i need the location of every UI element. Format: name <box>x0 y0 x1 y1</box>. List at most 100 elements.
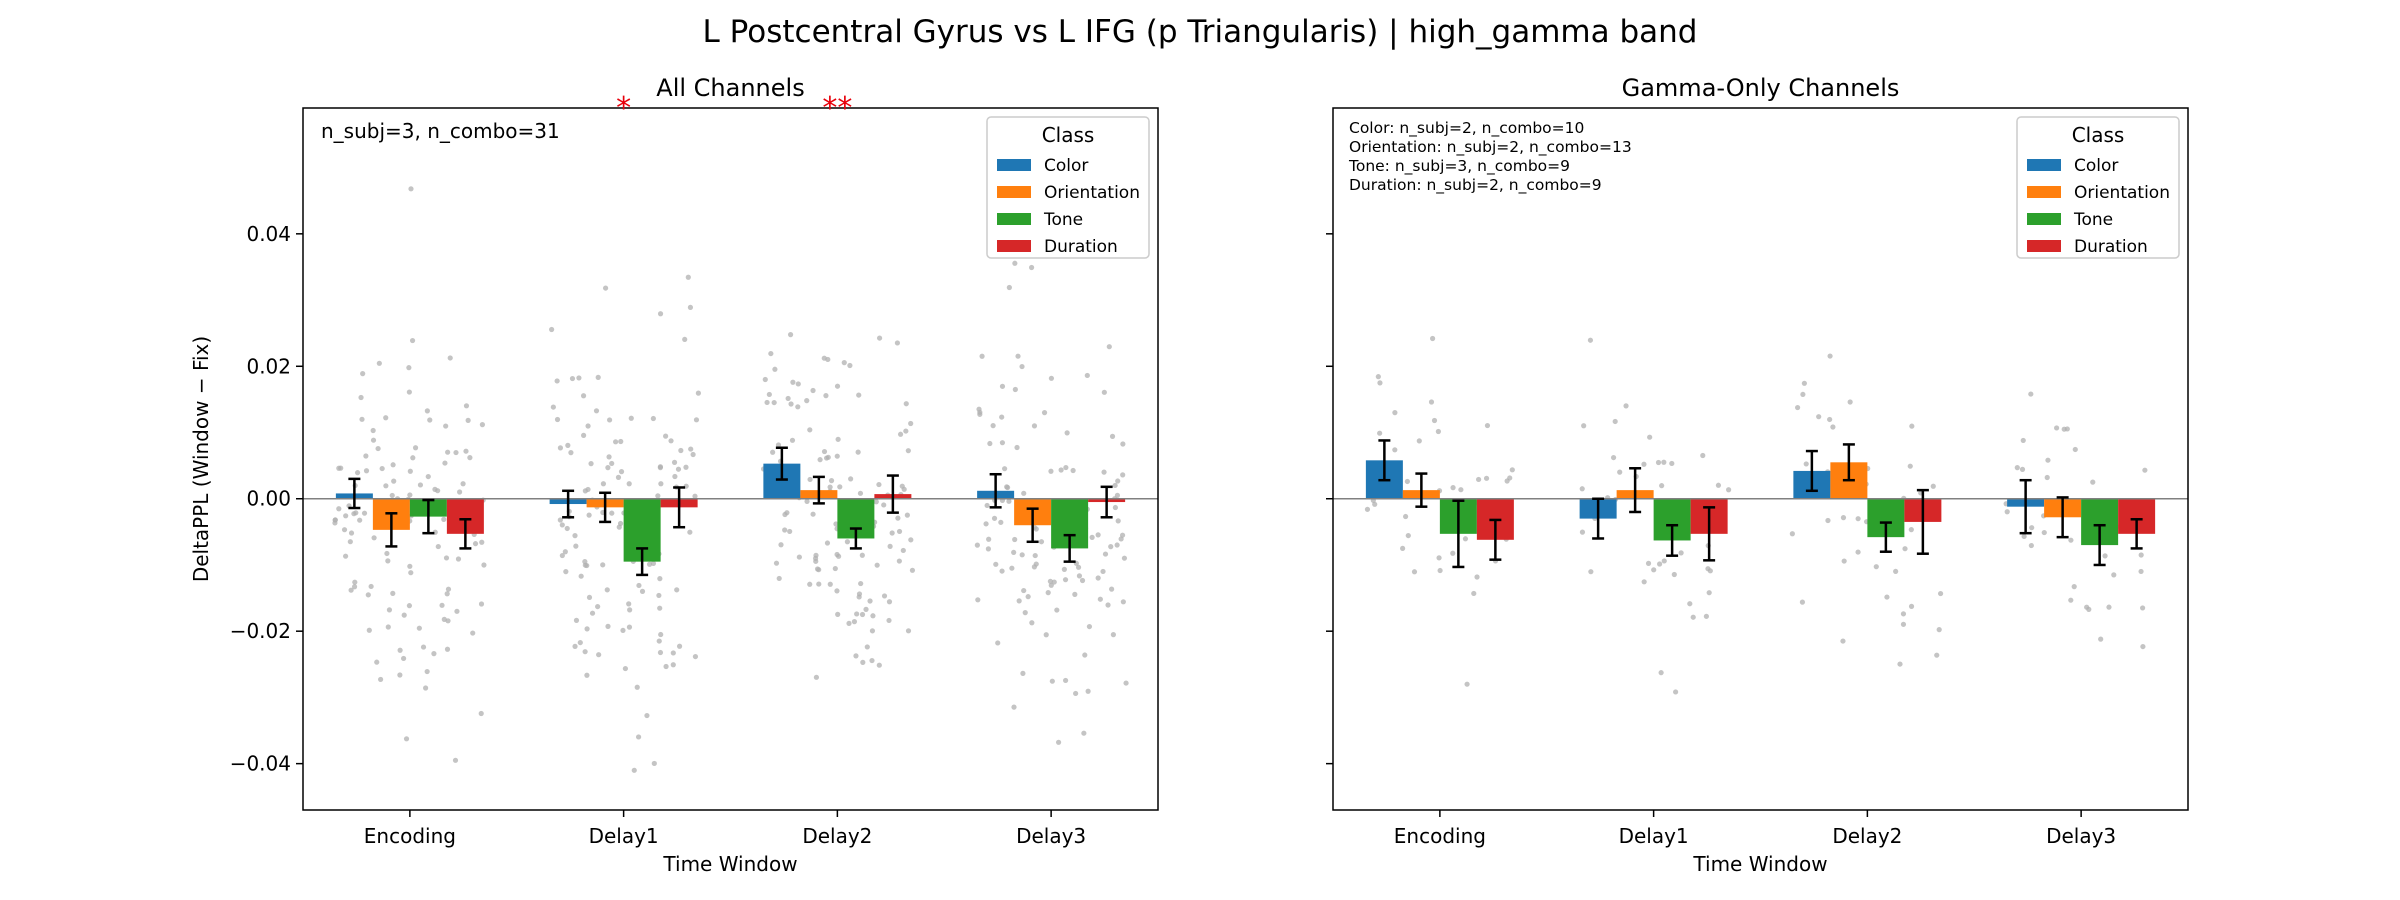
data-point <box>357 517 363 523</box>
data-point <box>602 285 609 291</box>
data-point <box>804 498 810 505</box>
data-point <box>687 529 693 535</box>
data-point <box>1089 534 1095 540</box>
data-point <box>445 586 452 592</box>
data-point <box>361 510 368 516</box>
data-point <box>869 628 876 634</box>
data-point <box>582 649 588 655</box>
data-point <box>837 484 843 490</box>
data-point <box>2020 437 2026 444</box>
data-point <box>563 569 569 575</box>
data-point <box>762 376 768 383</box>
data-point <box>616 524 622 530</box>
data-point <box>827 581 833 587</box>
legend-swatch-orientation <box>997 186 1031 198</box>
data-point <box>846 620 852 626</box>
data-point <box>407 468 413 474</box>
data-point <box>657 465 663 471</box>
data-point <box>1715 482 1722 488</box>
data-point <box>873 499 879 505</box>
data-point <box>604 587 610 593</box>
data-point <box>455 556 462 562</box>
data-point <box>467 455 473 461</box>
data-point <box>1902 546 1908 552</box>
data-point <box>425 473 431 480</box>
data-point <box>442 460 448 466</box>
data-point <box>1799 599 1806 605</box>
data-point <box>1064 430 1070 436</box>
data-point <box>804 398 810 404</box>
data-point <box>1121 555 1128 561</box>
data-point <box>2111 572 2117 578</box>
data-point <box>1588 569 1594 575</box>
data-point <box>385 558 391 564</box>
data-point <box>383 483 389 489</box>
data-point <box>1430 335 1436 342</box>
data-point <box>1100 568 1106 575</box>
data-point <box>1011 549 1017 556</box>
data-point <box>1105 602 1111 608</box>
data-point <box>876 481 882 488</box>
data-point <box>813 552 819 558</box>
data-point <box>374 659 380 665</box>
data-point <box>1484 422 1491 429</box>
data-point <box>2019 466 2026 472</box>
data-point <box>977 411 983 417</box>
data-point <box>1661 558 1667 564</box>
data-point <box>675 466 682 472</box>
data-point <box>692 493 698 499</box>
data-point <box>577 639 583 646</box>
jitter-points <box>332 186 1129 773</box>
data-point <box>1049 678 1055 684</box>
legend-swatch-color <box>997 159 1031 171</box>
error-bar <box>1100 485 1113 519</box>
data-point <box>795 381 801 387</box>
error-bar <box>1629 467 1642 514</box>
data-point <box>554 416 561 423</box>
data-point <box>605 623 611 629</box>
data-point <box>859 552 865 558</box>
data-point <box>390 590 396 596</box>
data-point <box>400 655 407 662</box>
data-point <box>406 365 412 371</box>
data-point <box>416 625 422 631</box>
data-point <box>582 562 588 568</box>
chart-panel-all-channels: All Channels −0.04 −0.02 0.00 0.02 0.04 Encodi… <box>189 74 1159 876</box>
data-point <box>796 554 802 560</box>
data-point <box>1101 469 1107 475</box>
data-point <box>835 611 841 617</box>
data-point <box>582 488 588 494</box>
data-point <box>359 416 365 422</box>
data-point <box>463 448 469 454</box>
data-point <box>401 612 407 618</box>
data-point <box>1061 566 1067 572</box>
data-point <box>432 486 438 492</box>
data-point <box>1855 549 1861 555</box>
data-point <box>903 428 909 434</box>
data-point <box>1703 613 1709 619</box>
data-point <box>384 550 390 557</box>
data-point <box>2028 391 2034 397</box>
data-point <box>1803 461 1809 467</box>
x-tick-label: Delay3 <box>1016 824 1086 848</box>
data-point <box>1081 730 1087 736</box>
data-point <box>766 391 772 398</box>
data-point <box>1897 661 1903 667</box>
data-point <box>1112 482 1118 489</box>
data-point <box>1012 260 1018 266</box>
data-point <box>860 659 866 665</box>
data-point <box>772 366 778 372</box>
data-point <box>1110 632 1116 638</box>
data-point <box>876 335 883 341</box>
data-point <box>1101 389 1107 395</box>
data-point <box>1405 532 1411 539</box>
data-point <box>631 767 637 773</box>
data-point <box>1789 531 1795 537</box>
error-bar <box>812 475 825 505</box>
data-point <box>1907 463 1913 469</box>
data-point <box>816 581 822 587</box>
x-tick-label: Delay2 <box>1832 824 1902 848</box>
data-point <box>987 440 993 447</box>
data-point <box>692 653 699 660</box>
data-point <box>2086 606 2092 612</box>
